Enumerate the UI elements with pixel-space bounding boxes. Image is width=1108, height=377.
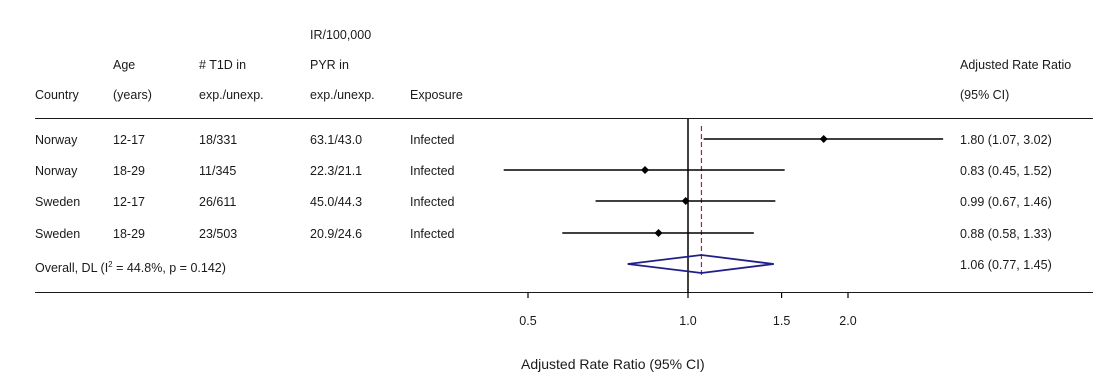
row-t1d: 18/331	[199, 133, 238, 147]
overall-ci-label: 1.06 (0.77, 1.45)	[960, 258, 1052, 272]
row-ci-label: 0.83 (0.45, 1.52)	[960, 164, 1052, 178]
row-ci-label: 0.99 (0.67, 1.46)	[960, 195, 1052, 209]
header-country: Country	[35, 88, 79, 102]
row-age: 18-29	[113, 227, 145, 241]
x-axis-title: Adjusted Rate Ratio (95% CI)	[521, 356, 705, 372]
row-exposure: Infected	[410, 227, 455, 241]
header-ir-line3: exp./unexp.	[310, 88, 375, 102]
row-t1d: 23/503	[199, 227, 238, 241]
overall-label-suffix: = 44.8%, p = 0.142)	[112, 261, 226, 276]
header-ir-line1: IR/100,000	[310, 28, 372, 42]
header-t1d-line1: # T1D in	[199, 58, 247, 72]
point-estimate	[654, 229, 663, 237]
row-exposure: Infected	[410, 195, 455, 209]
row-ir: 22.3/21.1	[310, 164, 363, 178]
row-ci-label: 1.80 (1.07, 3.02)	[960, 133, 1052, 147]
x-tick-label: 1.0	[679, 314, 696, 328]
header-ir-line2: PYR in	[310, 58, 349, 72]
bottom-rule	[35, 292, 1093, 293]
row-age: 18-29	[113, 164, 145, 178]
row-ir: 20.9/24.6	[310, 227, 363, 241]
header-ratio-line1: Adjusted Rate Ratio	[960, 58, 1072, 72]
point-estimate	[640, 166, 649, 174]
row-ci-label: 0.88 (0.58, 1.33)	[960, 227, 1052, 241]
row-ir: 45.0/44.3	[310, 195, 363, 209]
overall-label-sup: 2	[108, 260, 113, 269]
x-tick-label: 0.5	[519, 314, 536, 328]
row-country: Norway	[35, 133, 78, 147]
header-age-line1: Age	[113, 58, 136, 72]
overall-label-prefix: Overall, DL (I	[35, 261, 109, 276]
row-exposure: Infected	[410, 164, 455, 178]
row-country: Sweden	[35, 195, 81, 209]
x-tick-label: 2.0	[839, 314, 856, 328]
x-tick-label: 1.5	[773, 314, 790, 328]
row-t1d: 26/611	[199, 195, 237, 209]
row-t1d: 11/345	[199, 164, 237, 178]
header-age-line2: (years)	[113, 88, 152, 102]
row-country: Norway	[35, 164, 78, 178]
row-exposure: Infected	[410, 133, 455, 147]
header-t1d-line2: exp./unexp.	[199, 88, 264, 102]
point-estimate	[681, 197, 690, 205]
header-ratio-line2: (95% CI)	[960, 88, 1010, 102]
header-rule	[35, 118, 1093, 119]
header-exposure: Exposure	[410, 88, 463, 102]
overall-diamond	[627, 254, 774, 274]
row-age: 12-17	[113, 195, 145, 209]
row-country: Sweden	[35, 227, 81, 241]
point-estimate	[819, 135, 828, 143]
overall-label: Overall, DL (I2 = 44.8%, p = 0.142)	[35, 258, 226, 275]
row-ir: 63.1/43.0	[310, 133, 363, 147]
row-age: 12-17	[113, 133, 145, 147]
